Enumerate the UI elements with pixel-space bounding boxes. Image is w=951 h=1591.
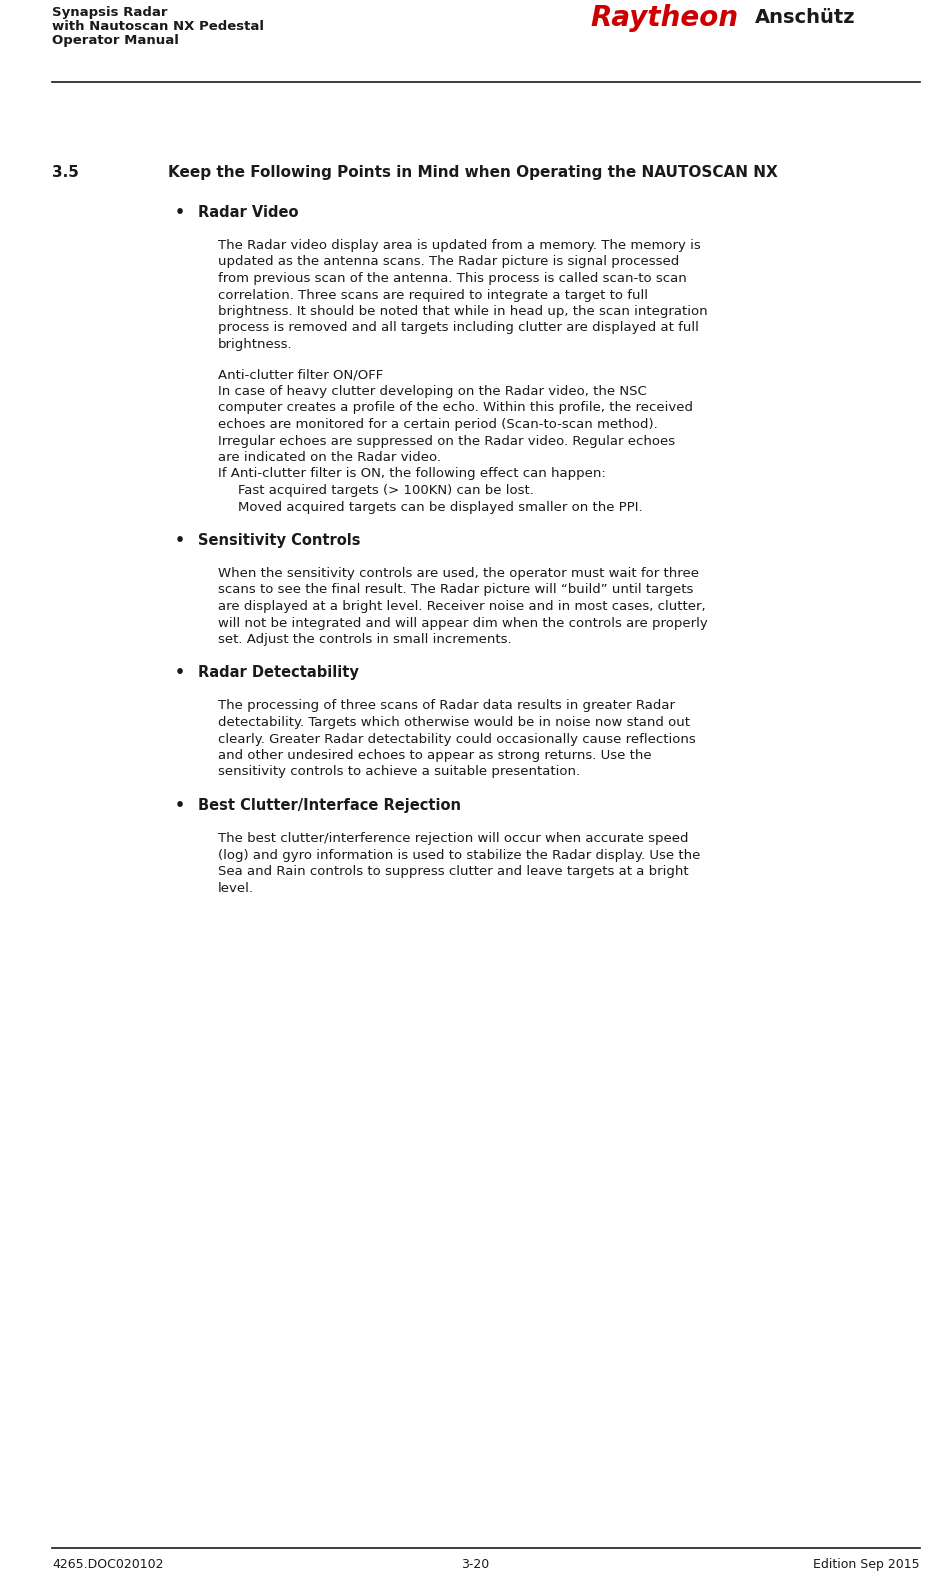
- Text: are indicated on the Radar video.: are indicated on the Radar video.: [218, 450, 441, 465]
- Text: Sensitivity Controls: Sensitivity Controls: [198, 533, 360, 547]
- Text: sensitivity controls to achieve a suitable presentation.: sensitivity controls to achieve a suitab…: [218, 765, 580, 778]
- Text: are displayed at a bright level. Receiver noise and in most cases, clutter,: are displayed at a bright level. Receive…: [218, 600, 706, 613]
- Text: brightness. It should be noted that while in head up, the scan integration: brightness. It should be noted that whil…: [218, 305, 708, 318]
- Text: Anti-clutter filter ON/OFF: Anti-clutter filter ON/OFF: [218, 369, 383, 382]
- Text: In case of heavy clutter developing on the Radar video, the NSC: In case of heavy clutter developing on t…: [218, 385, 647, 398]
- Text: Best Clutter/Interface Rejection: Best Clutter/Interface Rejection: [198, 799, 461, 813]
- Text: When the sensitivity controls are used, the operator must wait for three: When the sensitivity controls are used, …: [218, 566, 699, 581]
- Text: set. Adjust the controls in small increments.: set. Adjust the controls in small increm…: [218, 633, 512, 646]
- Text: clearly. Greater Radar detectability could occasionally cause reflections: clearly. Greater Radar detectability cou…: [218, 732, 696, 746]
- Text: process is removed and all targets including clutter are displayed at full: process is removed and all targets inclu…: [218, 321, 699, 334]
- Text: Radar Video: Radar Video: [198, 205, 299, 220]
- Text: •: •: [175, 799, 185, 813]
- Text: 3-20: 3-20: [461, 1558, 490, 1570]
- Text: and other undesired echoes to appear as strong returns. Use the: and other undesired echoes to appear as …: [218, 749, 651, 762]
- Text: Moved acquired targets can be displayed smaller on the PPI.: Moved acquired targets can be displayed …: [238, 501, 643, 514]
- Text: correlation. Three scans are required to integrate a target to full: correlation. Three scans are required to…: [218, 288, 648, 302]
- Text: (log) and gyro information is used to stabilize the Radar display. Use the: (log) and gyro information is used to st…: [218, 848, 700, 861]
- Text: The best clutter/interference rejection will occur when accurate speed: The best clutter/interference rejection …: [218, 832, 689, 845]
- Text: scans to see the final result. The Radar picture will “build” until targets: scans to see the final result. The Radar…: [218, 584, 693, 597]
- Text: Anschütz: Anschütz: [755, 8, 856, 27]
- Text: Keep the Following Points in Mind when Operating the NAUTOSCAN NX: Keep the Following Points in Mind when O…: [168, 165, 778, 180]
- Text: Raytheon: Raytheon: [590, 5, 738, 32]
- Text: computer creates a profile of the echo. Within this profile, the received: computer creates a profile of the echo. …: [218, 401, 693, 415]
- Text: Operator Manual: Operator Manual: [52, 33, 179, 48]
- Text: echoes are monitored for a certain period (Scan-to-scan method).: echoes are monitored for a certain perio…: [218, 418, 658, 431]
- Text: Sea and Rain controls to suppress clutter and leave targets at a bright: Sea and Rain controls to suppress clutte…: [218, 866, 689, 878]
- Text: updated as the antenna scans. The Radar picture is signal processed: updated as the antenna scans. The Radar …: [218, 256, 679, 269]
- Text: Edition Sep 2015: Edition Sep 2015: [813, 1558, 920, 1570]
- Text: •: •: [175, 665, 185, 681]
- Text: with Nautoscan NX Pedestal: with Nautoscan NX Pedestal: [52, 21, 264, 33]
- Text: 3.5: 3.5: [52, 165, 79, 180]
- Text: Irregular echoes are suppressed on the Radar video. Regular echoes: Irregular echoes are suppressed on the R…: [218, 434, 675, 447]
- Text: The processing of three scans of Radar data results in greater Radar: The processing of three scans of Radar d…: [218, 700, 675, 713]
- Text: The Radar video display area is updated from a memory. The memory is: The Radar video display area is updated …: [218, 239, 701, 251]
- Text: Fast acquired targets (> 100KN) can be lost.: Fast acquired targets (> 100KN) can be l…: [238, 484, 534, 496]
- Text: will not be integrated and will appear dim when the controls are properly: will not be integrated and will appear d…: [218, 616, 708, 630]
- Text: Synapsis Radar: Synapsis Radar: [52, 6, 167, 19]
- Text: from previous scan of the antenna. This process is called scan-to scan: from previous scan of the antenna. This …: [218, 272, 687, 285]
- Text: Radar Detectability: Radar Detectability: [198, 665, 359, 681]
- Text: brightness.: brightness.: [218, 337, 293, 352]
- Text: detectability. Targets which otherwise would be in noise now stand out: detectability. Targets which otherwise w…: [218, 716, 690, 729]
- Text: 4265.DOC020102: 4265.DOC020102: [52, 1558, 164, 1570]
- Text: •: •: [175, 205, 185, 220]
- Text: level.: level.: [218, 881, 254, 894]
- Text: •: •: [175, 533, 185, 547]
- Text: If Anti-clutter filter is ON, the following effect can happen:: If Anti-clutter filter is ON, the follow…: [218, 468, 606, 480]
